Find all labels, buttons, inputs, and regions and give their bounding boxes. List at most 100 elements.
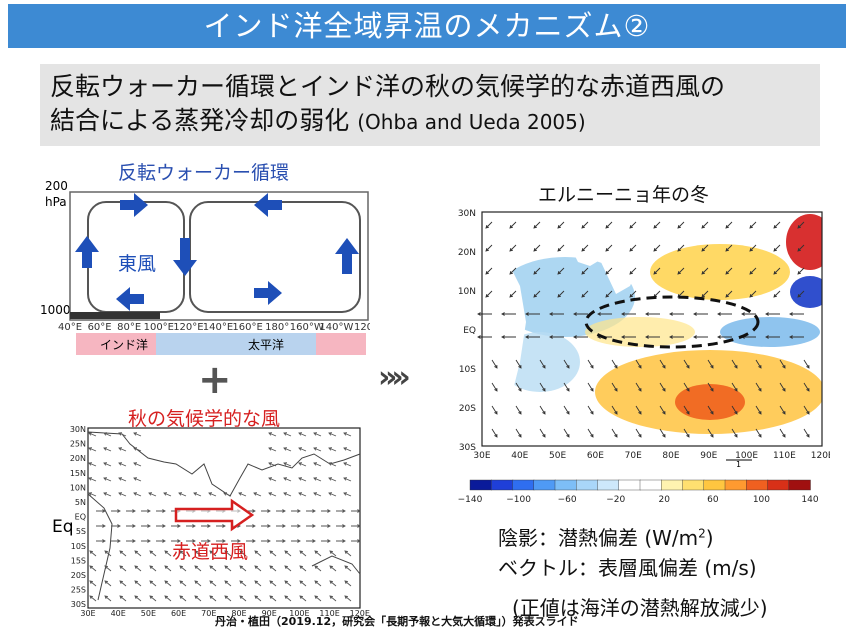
pressure-bottom-label: 1000: [40, 303, 71, 317]
equatorial-highlight-ellipse: [584, 295, 760, 349]
elnino-wind-vector: [645, 335, 660, 339]
walker-lon-tick: 100°E: [144, 322, 174, 333]
autumn-wind-vector: [193, 492, 202, 497]
autumn-wind-vector: [88, 492, 97, 497]
autumn-wind-vector: [186, 524, 196, 528]
autumn-wind-vector: [351, 524, 361, 528]
elnino-wind-vector: [741, 312, 756, 316]
autumn-wind-vectors: [88, 432, 361, 602]
autumn-wind-vector: [119, 550, 127, 557]
elnino-wind-vector: [557, 221, 565, 229]
autumn-wind-vector: [118, 432, 127, 437]
elnino-wind-vector: [509, 221, 517, 229]
autumn-wind-vector: [321, 509, 331, 513]
autumn-wind-vector: [126, 524, 136, 528]
subtitle-line-2-text: 結合による蒸発冷却の弱化: [50, 106, 350, 135]
elnino-wind-vector: [659, 428, 666, 438]
autumn-wind-vector: [239, 550, 247, 557]
autumn-wind-vector: [156, 509, 166, 513]
autumn-wind-vector: [269, 595, 277, 602]
autumn-wind-vector: [224, 565, 232, 572]
autumn-wind-vector: [194, 595, 202, 602]
elnino-wind-vector: [653, 244, 661, 252]
autumn-wind-vector: [269, 565, 277, 572]
elnino-wind-vector: [693, 312, 708, 316]
autumn-wind-vector: [133, 432, 142, 437]
pressure-top-label: 200: [45, 179, 68, 193]
colorbar-tick: 60: [707, 495, 719, 505]
autumn-wind-vector: [224, 550, 232, 557]
elnino-wind-vector: [653, 267, 661, 275]
elnino-wind-vector: [477, 312, 492, 316]
elnino-wind-vector: [683, 428, 690, 438]
autumn-wind-vector: [178, 492, 187, 497]
elnino-wind-vector: [587, 405, 594, 415]
subtitle-box: 反転ウォーカー循環とインド洋の秋の気候学的な赤道西風の 結合による蒸発冷却の弱化…: [40, 64, 820, 146]
elnino-wind-vector: [635, 359, 642, 369]
autumn-wind-vector: [223, 492, 232, 497]
autumn-wind-vector: [268, 462, 277, 467]
elnino-wind-vector: [707, 359, 714, 369]
walker-lon-tick: 120°: [354, 322, 370, 333]
autumn-lat-tick: 15N: [70, 469, 86, 478]
colorbar-swatch: [661, 479, 684, 491]
elnino-wind-vector: [635, 428, 642, 438]
colorbar-tick-labels: −140 −100 −60 −20 20 60 100 140: [458, 495, 819, 505]
autumn-wind-vector: [224, 595, 232, 602]
elnino-wind-vector: [773, 290, 781, 298]
walker-lon-axis: 40°E 60°E 80°E 100°E 120°E 140°E 160°E 180° 160°…: [58, 322, 370, 333]
arrow-down-center: [173, 238, 197, 276]
autumn-wind-vector: [321, 539, 331, 543]
elnino-wind-vector: [717, 335, 732, 339]
elnino-wind-vector: [581, 290, 589, 298]
autumn-wind-vector: [156, 524, 166, 528]
autumn-lon-tick: 90E: [262, 609, 277, 616]
elnino-wind-vector: [629, 221, 637, 229]
autumn-wind-vector: [299, 595, 307, 602]
autumn-wind-vector: [149, 565, 157, 572]
vector-note: ベクトル：表層風偏差 (m/s): [498, 556, 757, 580]
autumn-lat-tick: 30N: [70, 425, 86, 434]
shading-note-close: ): [705, 526, 714, 550]
autumn-wind-vector: [89, 595, 97, 602]
elnino-wind-vector: [701, 221, 709, 229]
autumn-wind-vector: [254, 580, 262, 587]
elnino-wind-vector: [725, 290, 733, 298]
elnino-lon-tick: 100E: [735, 451, 758, 461]
elnino-wind-vector: [533, 267, 541, 275]
autumn-wind-vector: [149, 580, 157, 587]
elnino-wind-vector: [773, 267, 781, 275]
autumn-wind-vector: [111, 524, 121, 528]
autumn-wind-vector: [328, 492, 337, 497]
elnino-wind-vector: [765, 335, 780, 339]
elnino-wind-vector: [515, 428, 522, 438]
colorbar-swatch: [724, 479, 747, 491]
autumn-wind-vector: [118, 447, 127, 452]
subtitle-citation: (Ohba and Ueda 2005): [357, 110, 586, 134]
elnino-wind-vector: [605, 290, 613, 298]
autumn-wind-vector: [329, 550, 337, 557]
elnino-wind-vector: [563, 405, 570, 415]
autumn-wind-vector: [254, 595, 262, 602]
autumn-panel-heading: 秋の気候学的な風: [128, 408, 281, 430]
elnino-wind-vector: [509, 244, 517, 252]
elnino-wind-vector: [539, 359, 546, 369]
elnino-lon-tick: 50E: [549, 451, 566, 461]
elnino-wind-vector: [605, 267, 613, 275]
autumn-wind-vector: [343, 432, 352, 437]
elnino-wind-vector: [549, 312, 564, 316]
elnino-wind-vector: [693, 335, 708, 339]
autumn-lon-tick: 80E: [231, 609, 246, 616]
autumn-wind-vector: [164, 565, 172, 572]
autumn-wind-vector: [96, 509, 106, 513]
elnino-wind-vector: [755, 382, 762, 392]
elnino-wind-vector: [501, 335, 516, 339]
elnino-wind-vector: [749, 244, 757, 252]
elnino-wind-vector: [669, 312, 684, 316]
shading-note-sup: 2: [698, 526, 706, 541]
autumn-wind-vector: [88, 447, 97, 452]
colorbar-tick: 100: [753, 495, 770, 505]
elnino-wind-vector: [797, 244, 805, 252]
elnino-wind-vector: [725, 221, 733, 229]
chevron-arrow-icon: »»: [378, 360, 411, 395]
